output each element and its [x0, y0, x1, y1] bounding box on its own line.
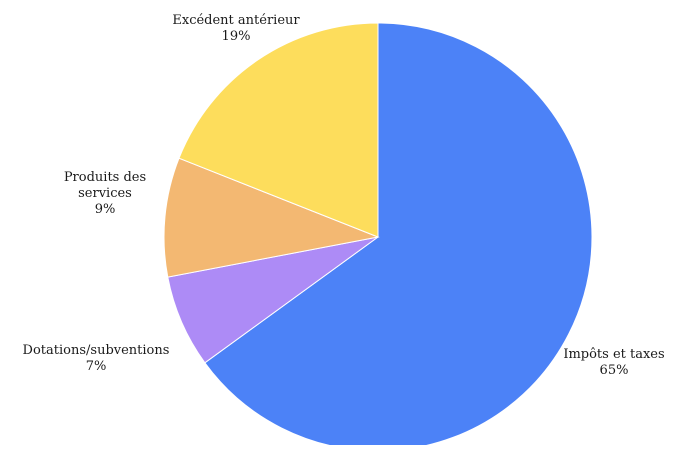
slice-value-dotations-subventions: 7% — [86, 359, 107, 374]
slice-value-excedent-anterieur: 19% — [222, 29, 251, 44]
slices-layer — [163, 22, 593, 449]
pie-slice-excedent-anterieur — [178, 22, 379, 238]
pie-slice-produits-des-services — [163, 157, 380, 278]
slice-value-produits-des-services: 9% — [95, 202, 116, 217]
slice-label-dotations-subventions: Dotations/subventions — [23, 343, 170, 358]
slice-label-impots-et-taxes: Impôts et taxes — [563, 347, 664, 362]
slice-label-produits-des-services: Produits des services — [64, 170, 146, 201]
pie-slice-impots-et-taxes — [204, 22, 593, 449]
slice-label-excedent-anterieur: Excédent antérieur — [172, 13, 300, 28]
slice-value-impots-et-taxes: 65% — [600, 363, 629, 378]
